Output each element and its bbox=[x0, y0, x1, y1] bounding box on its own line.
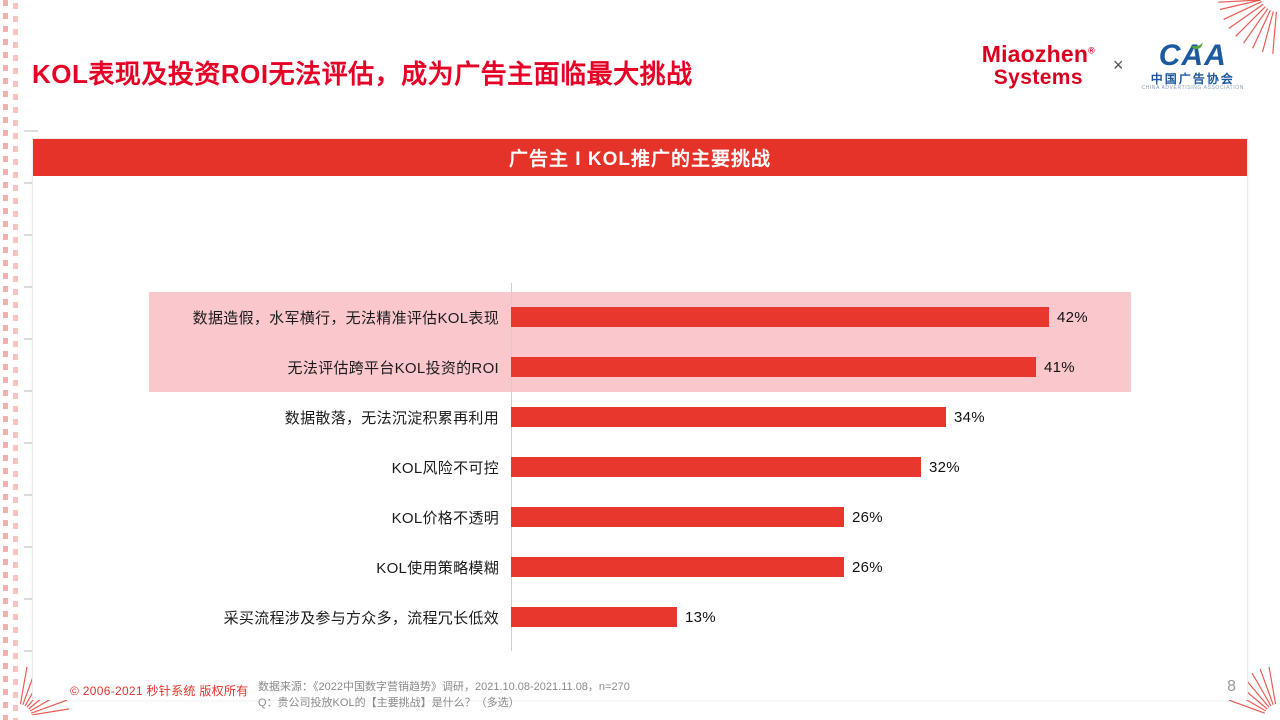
chart-row: 数据造假，水军横行，无法精准评估KOL表现 42% bbox=[149, 292, 1131, 342]
value-label: 42% bbox=[1057, 308, 1088, 326]
bar-chart: 数据造假，水军横行，无法精准评估KOL表现 42% 无法评估跨平台KOL投资的ROI… bbox=[149, 283, 1131, 651]
source-line-2: Q：贵公司投放KOL的【主要挑战】是什么？（多选） bbox=[258, 696, 520, 709]
left-ruler-decoration bbox=[0, 0, 22, 720]
bar-track: 26% bbox=[511, 557, 1131, 577]
page-number: 8 bbox=[1227, 678, 1236, 695]
source-line-1: 数据来源：《2022中国数字营销趋势》调研，2021.10.08-2021.11… bbox=[258, 681, 630, 693]
value-label: 32% bbox=[929, 458, 960, 476]
data-source: 数据来源：《2022中国数字营销趋势》调研，2021.10.08-2021.11… bbox=[258, 680, 630, 712]
miaozhen-wordmark: Miaozhen bbox=[981, 41, 1089, 68]
chart-area: 数据造假，水军横行，无法精准评估KOL表现 42% 无法评估跨平台KOL投资的ROI… bbox=[33, 176, 1247, 700]
value-label: 26% bbox=[852, 558, 883, 576]
page-title: KOL表现及投资ROI无法评估，成为广告主面临最大挑战 bbox=[32, 59, 693, 89]
value-label: 26% bbox=[852, 508, 883, 526]
bar bbox=[511, 607, 677, 627]
value-label: 13% bbox=[685, 608, 716, 626]
copyright: © 2006-2021 秒针系统 版权所有 bbox=[70, 684, 249, 698]
miaozhen-logo: Miaozhen® Systems bbox=[981, 41, 1095, 89]
chart-row: KOL风险不可控 32% bbox=[149, 442, 1131, 492]
bar bbox=[511, 557, 844, 577]
chart-card: 广告主 I KOL推广的主要挑战 数据造假，水军横行，无法精准评估KOL表现 42… bbox=[32, 138, 1248, 700]
bar bbox=[511, 407, 946, 427]
category-label: 采买流程涉及参与方众多，流程冗长低效 bbox=[223, 609, 499, 627]
value-label: 41% bbox=[1044, 358, 1075, 376]
logo-group: Miaozhen® Systems × CAA 中国广告协会 CHINA ADV… bbox=[982, 40, 1244, 91]
chart-row: 无法评估跨平台KOL投资的ROI 41% bbox=[149, 342, 1131, 392]
caa-wordmark: CAA bbox=[1158, 39, 1227, 72]
bar-track: 41% bbox=[511, 357, 1131, 377]
bar-track: 34% bbox=[511, 407, 1131, 427]
chart-row: KOL使用策略模糊 26% bbox=[149, 542, 1131, 592]
bar-track: 42% bbox=[511, 307, 1131, 327]
bar-track: 26% bbox=[511, 507, 1131, 527]
chart-row: 数据散落，无法沉淀积累再利用 34% bbox=[149, 392, 1131, 442]
bar bbox=[511, 507, 844, 527]
caa-chinese-name: 中国广告协会 bbox=[1150, 71, 1235, 86]
bar bbox=[511, 357, 1036, 377]
bar-track: 13% bbox=[511, 607, 1131, 627]
value-label: 34% bbox=[954, 408, 985, 426]
caa-logo: CAA 中国广告协会 CHINA ADVERTISING ASSOCIATION bbox=[1141, 40, 1244, 91]
chart-title: 广告主 I KOL推广的主要挑战 bbox=[33, 139, 1247, 176]
bar-track: 32% bbox=[511, 457, 1131, 477]
category-label: KOL风险不可控 bbox=[391, 459, 499, 477]
bar bbox=[511, 457, 921, 477]
chart-row: KOL价格不透明 26% bbox=[149, 492, 1131, 542]
category-label: KOL价格不透明 bbox=[391, 509, 499, 527]
registered-mark-icon: ® bbox=[1088, 45, 1095, 56]
miaozhen-wordmark-line2: Systems bbox=[993, 65, 1083, 89]
category-label: KOL使用策略模糊 bbox=[376, 559, 499, 577]
logo-separator: × bbox=[1112, 55, 1124, 76]
bar bbox=[511, 307, 1049, 327]
category-label: 无法评估跨平台KOL投资的ROI bbox=[287, 359, 499, 377]
category-label: 数据散落，无法沉淀积累再利用 bbox=[284, 409, 499, 427]
caa-english-name: CHINA ADVERTISING ASSOCIATION bbox=[1141, 85, 1244, 92]
chart-row: 采买流程涉及参与方众多，流程冗长低效 13% bbox=[149, 592, 1131, 642]
category-label: 数据造假，水军横行，无法精准评估KOL表现 bbox=[192, 309, 499, 327]
